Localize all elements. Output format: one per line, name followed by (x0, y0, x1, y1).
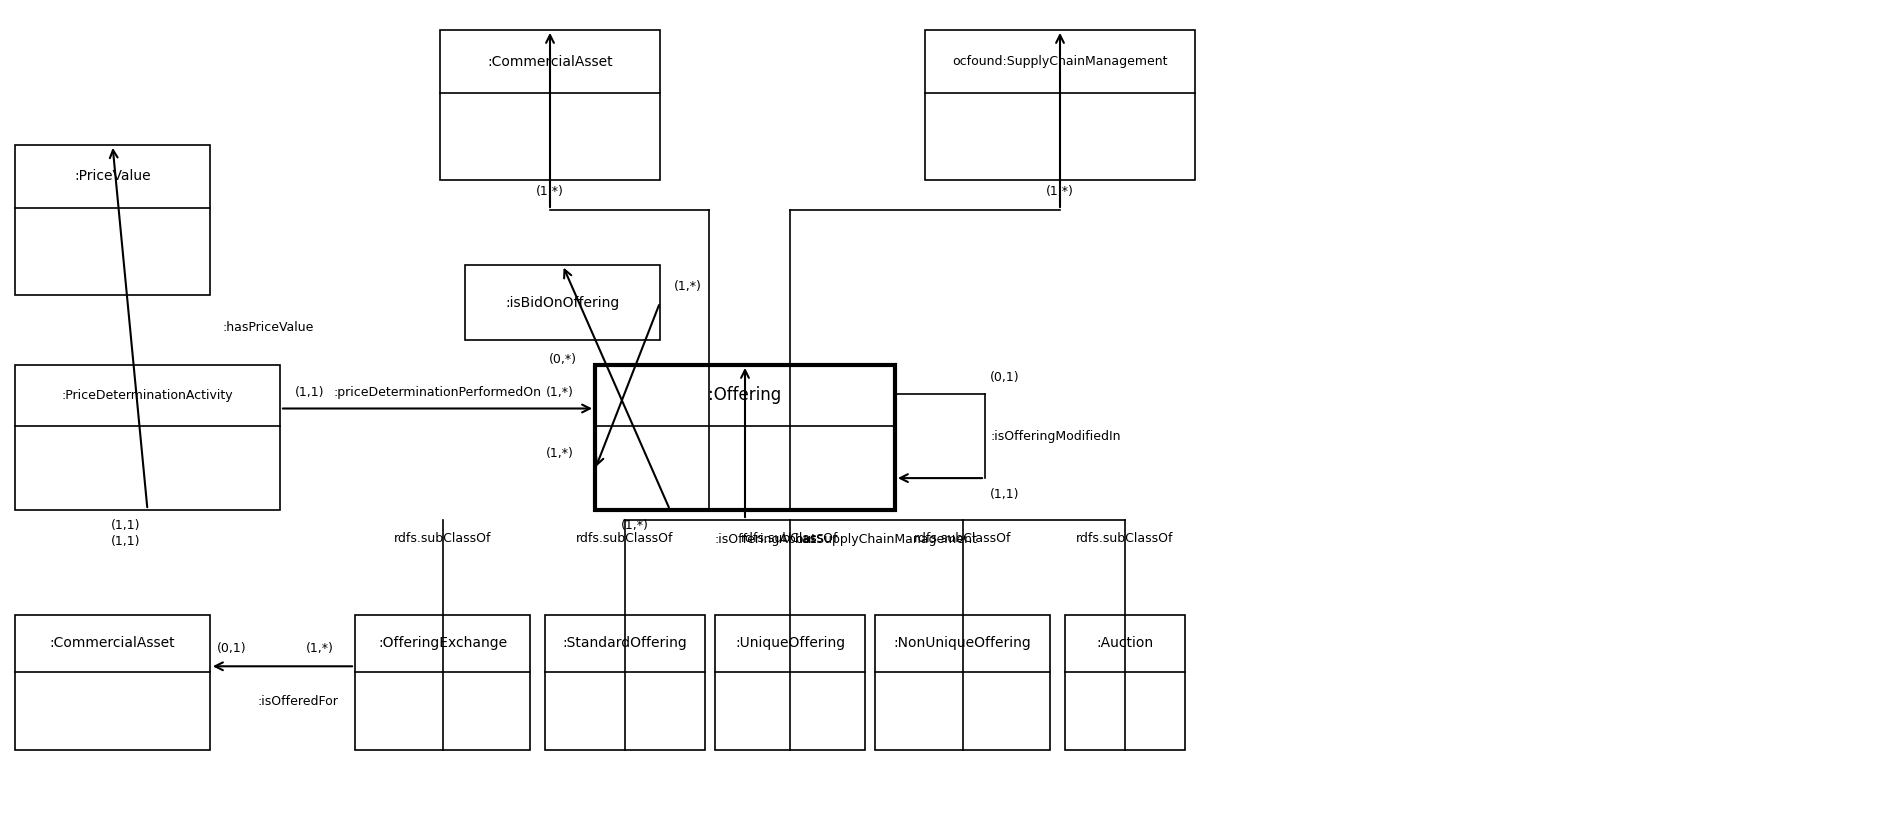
Text: (0,1): (0,1) (217, 642, 247, 655)
Bar (15, 365, 281, 510)
Bar (596, 365, 895, 510)
Text: rdfs.subClassOf: rdfs.subClassOf (1076, 532, 1174, 545)
Text: (1,1): (1,1) (111, 536, 139, 549)
Bar (15, 145, 209, 295)
Bar (1065, 615, 1186, 750)
Text: (0,1): (0,1) (990, 372, 1020, 384)
Text: (1,*): (1,*) (1046, 185, 1074, 198)
Text: (1,*): (1,*) (620, 519, 648, 532)
Text: :isBidOnOffering: :isBidOnOffering (505, 296, 620, 310)
Text: (1,*): (1,*) (305, 642, 334, 655)
Text: :UniqueOffering: :UniqueOffering (735, 636, 844, 650)
Bar (714, 615, 865, 750)
Bar (926, 30, 1195, 180)
Bar (545, 615, 705, 750)
Text: (1,1): (1,1) (111, 519, 139, 532)
Text: (1,*): (1,*) (547, 447, 573, 460)
Text: :PriceDeterminationActivity: :PriceDeterminationActivity (62, 389, 234, 402)
Text: :hasPriceValue: :hasPriceValue (222, 321, 315, 334)
Bar (15, 615, 209, 750)
Text: rdfs.subClassOf: rdfs.subClassOf (741, 532, 839, 545)
Text: rdfs.subClassOf: rdfs.subClassOf (914, 532, 1010, 545)
Bar (466, 265, 660, 340)
Text: :OfferingExchange: :OfferingExchange (377, 636, 507, 650)
Bar (875, 615, 1050, 750)
Text: rdfs.subClassOf: rdfs.subClassOf (577, 532, 673, 545)
Text: (0,*): (0,*) (549, 354, 577, 366)
Text: :Auction: :Auction (1097, 636, 1154, 650)
Text: rdfs.subClassOf: rdfs.subClassOf (394, 532, 492, 545)
Text: hasSupplyChainManagement: hasSupplyChainManagement (795, 533, 978, 546)
Text: :PriceValue: :PriceValue (74, 170, 151, 183)
Text: ocfound:SupplyChainManagement: ocfound:SupplyChainManagement (952, 55, 1167, 68)
Text: (1,1): (1,1) (990, 487, 1020, 500)
Text: (1,*): (1,*) (675, 280, 701, 293)
Text: :CommercialAsset: :CommercialAsset (486, 55, 613, 69)
Text: :isOfferingAbout: :isOfferingAbout (714, 533, 816, 546)
Text: :CommercialAsset: :CommercialAsset (49, 636, 175, 650)
Bar (354, 615, 530, 750)
Text: (1,*): (1,*) (535, 185, 564, 198)
Text: :isOfferedFor: :isOfferedFor (256, 695, 337, 708)
Text: :priceDeterminationPerformedOn: :priceDeterminationPerformedOn (334, 386, 541, 399)
Text: :isOfferingModifiedIn: :isOfferingModifiedIn (990, 429, 1120, 442)
Text: :Offering: :Offering (709, 387, 782, 405)
Bar (439, 30, 660, 180)
Text: (1,1): (1,1) (296, 386, 324, 399)
Text: :StandardOffering: :StandardOffering (562, 636, 688, 650)
Text: :NonUniqueOffering: :NonUniqueOffering (893, 636, 1031, 650)
Text: (1,*): (1,*) (547, 386, 573, 399)
